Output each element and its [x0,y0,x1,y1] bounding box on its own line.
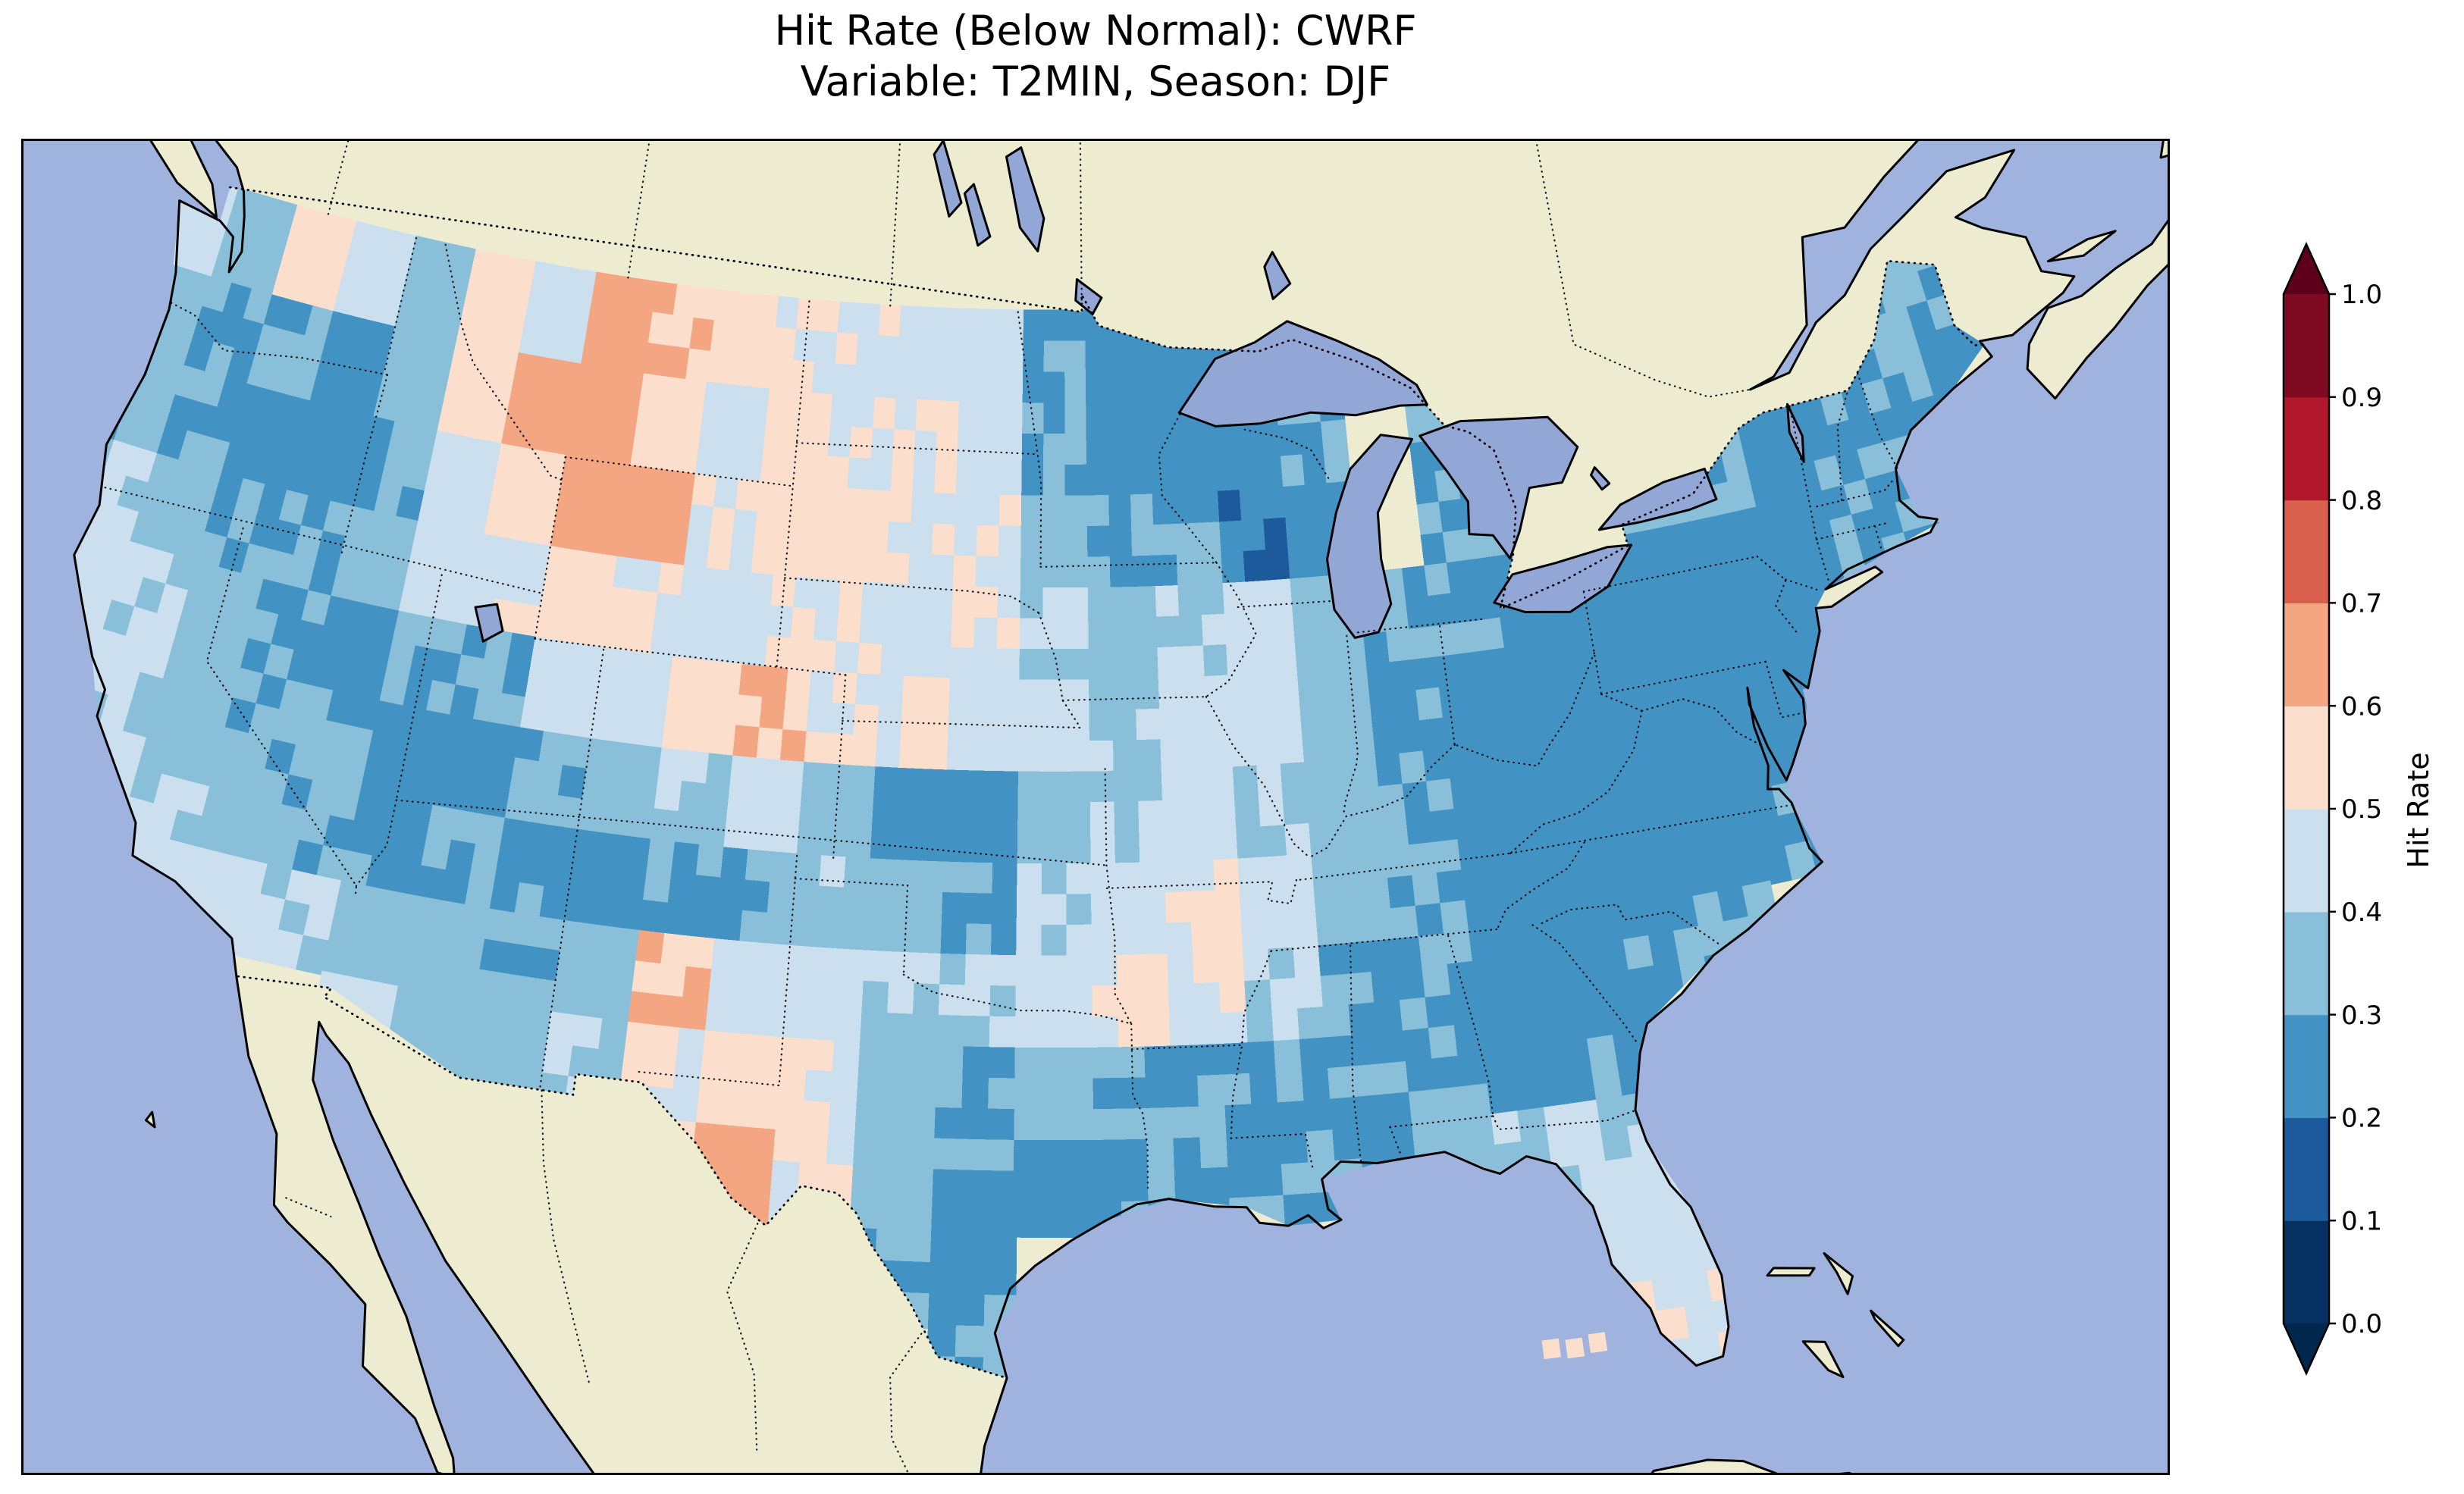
state-borders [104,10,1899,1494]
colorbar-over-arrow [2284,244,2329,294]
conus-hit-rate-map [21,0,2230,1494]
chart-title-line2: Variable: T2MIN, Season: DJF [800,57,1391,105]
chart-title-line1: Hit Rate (Below Normal): CWRF [774,7,1417,55]
colorbar: 0.0 0.1 0.2 0.3 0.4 0.5 0.6 0.7 0.8 0.9 1.0 [2276,241,2464,1383]
colorbar-tick-label: 0.2 [2341,1104,2382,1134]
colorbar-tick-label: 0.7 [2341,589,2382,619]
map-frame [21,139,2170,1475]
colorbar-tick-label: 0.4 [2341,897,2382,928]
florida-keys-cells [1541,1332,1608,1360]
colorbar-tick-label: 0.0 [2341,1309,2382,1339]
colorbar-tick-label: 0.8 [2341,486,2382,516]
colorbar-tick-label: 0.5 [2341,794,2382,825]
colorbar-scale: 0.0 0.1 0.2 0.3 0.4 0.5 0.6 0.7 0.8 0.9 1.0 [2282,241,2382,1377]
colorbar-tick-label: 1.0 [2341,280,2382,310]
country-borders [229,186,1986,1380]
colorbar-under-arrow [2284,1323,2329,1373]
map-axes [21,0,2230,1494]
colorbar-bins [2284,294,2329,1324]
colorbar-tick-label: 0.6 [2341,691,2382,722]
lakes [475,140,1804,642]
colorbar-label: Hit Rate [2402,752,2435,869]
colorbar-tick-label: 0.9 [2341,383,2382,413]
colorbar-tick-label: 0.3 [2341,1001,2382,1031]
chart-title: Hit Rate (Below Normal): CWRF Variable: … [21,6,2170,108]
colorbar-ticks: 0.0 0.1 0.2 0.3 0.4 0.5 0.6 0.7 0.8 0.9 1.0 [2329,280,2382,1339]
colorbar-tick-label: 0.1 [2341,1206,2382,1236]
